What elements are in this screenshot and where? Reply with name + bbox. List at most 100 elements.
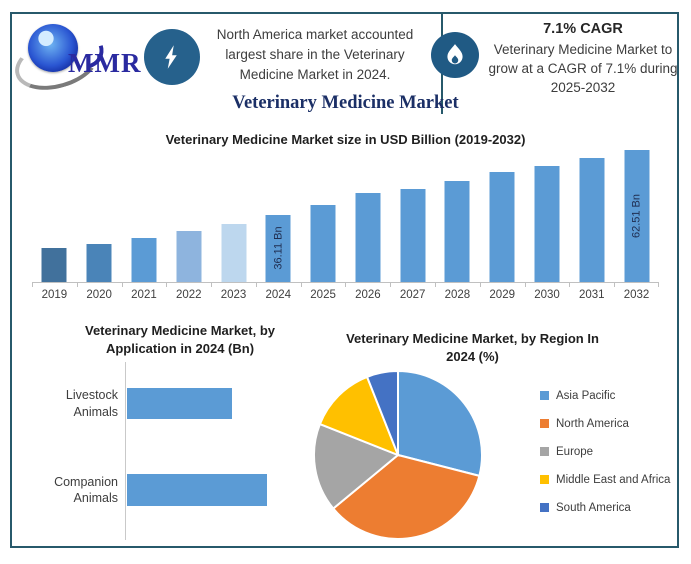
bar-chart-title: Veterinary Medicine Market size in USD B… — [165, 132, 526, 147]
legend-swatch-icon — [540, 447, 549, 456]
x-axis-label: 2029 — [489, 289, 515, 301]
x-axis-label: 2030 — [534, 289, 560, 301]
bar-slot-2028: 2028 — [435, 150, 480, 301]
axis-tick — [524, 283, 526, 287]
bar-slot-2025: 2025 — [300, 150, 346, 301]
x-axis-label: 2024 — [265, 289, 292, 301]
cagr-title: 7.1% CAGR — [543, 21, 623, 37]
hbar-category-label: Companion Animals — [54, 474, 118, 505]
legend-label: North America — [556, 417, 629, 430]
bar-2031 — [579, 158, 605, 282]
x-axis-label: 2019 — [41, 289, 68, 301]
bar-2027 — [400, 188, 426, 282]
legend-item: Europe — [540, 444, 670, 459]
bar-slot-2026: 2026 — [345, 150, 390, 301]
legend-item: South America — [540, 500, 670, 515]
axis-tick — [76, 283, 78, 287]
bar-2028 — [444, 180, 470, 282]
hbar-livestock-animals — [127, 388, 232, 419]
axis-tick — [300, 283, 302, 287]
hbar-row: Livestock Animals — [30, 388, 302, 419]
x-axis-label: 2031 — [578, 289, 605, 301]
bar-2023 — [221, 223, 247, 282]
bar-slot-2020: 2020 — [76, 150, 122, 301]
x-axis-label: 2020 — [86, 289, 112, 301]
x-axis-label: 2026 — [355, 289, 381, 301]
bar-2029 — [489, 172, 515, 282]
mmr-logo: MMR — [8, 22, 142, 99]
legend-swatch-icon — [540, 419, 549, 428]
x-axis-label: 2022 — [175, 289, 202, 301]
bar-2024: 36.11 Bn — [265, 214, 291, 282]
axis-tick — [121, 283, 123, 287]
pie-slice-north-america — [331, 453, 481, 540]
hbar-row: Companion Animals — [30, 474, 302, 506]
axis-tick — [569, 283, 571, 287]
x-axis-label: 2027 — [399, 289, 426, 301]
axis-tick — [211, 283, 213, 287]
bar-slot-2029: 2029 — [479, 150, 525, 301]
bar-slot-2030: 2030 — [524, 150, 570, 301]
x-axis-label: 2021 — [131, 289, 157, 301]
axis-tick — [614, 283, 616, 287]
legend-label: Asia Pacific — [556, 389, 616, 402]
bar-slot-2022: 2022 — [166, 150, 211, 301]
hbar-companion-animals — [127, 474, 267, 506]
header-highlight-note: North America market accounted largest s… — [216, 27, 414, 82]
legend-label: South America — [556, 501, 631, 514]
globe-icon — [28, 24, 78, 72]
bar-2020 — [86, 243, 112, 282]
legend-item: Middle East and Africa — [540, 472, 670, 487]
cagr-note: Veterinary Medicine Market to grow at a … — [488, 42, 678, 96]
bar-2019 — [41, 248, 67, 282]
legend-label: Middle East and Africa — [556, 473, 671, 486]
legend-swatch-icon — [540, 503, 549, 512]
region-pie-chart — [312, 369, 484, 541]
axis-tick — [255, 283, 257, 287]
bar-value-label: 36.11 Bn — [272, 226, 285, 270]
bar-slot-2024: 36.11 Bn 2024 — [255, 150, 301, 301]
pie-slice-europe — [313, 422, 400, 510]
bar-chart-x-axis — [32, 282, 659, 283]
hbar-category-label: Livestock Animals — [65, 388, 118, 419]
bar-slot-2019: 2019 — [32, 150, 77, 301]
application-chart-plot: Livestock Animals Companion Animals — [30, 362, 302, 540]
axis-tick — [657, 283, 659, 287]
logo-text: MMR — [68, 48, 142, 78]
pie-slice-south-america — [365, 369, 399, 456]
pie-slice-asia-pacific — [397, 369, 483, 478]
legend-item: Asia Pacific — [540, 388, 670, 403]
bar-slot-2021: 2021 — [121, 150, 167, 301]
bar-2025 — [310, 204, 336, 282]
flame-icon — [431, 32, 479, 78]
bar-2032: 62.51 Bn — [624, 150, 650, 282]
x-axis-label: 2028 — [444, 289, 471, 301]
bar-2021 — [131, 237, 157, 282]
legend-swatch-icon — [540, 475, 549, 484]
axis-tick — [390, 283, 392, 287]
x-axis-label: 2032 — [623, 289, 650, 301]
lightning-icon — [144, 29, 200, 85]
bar-chart-plot: 2019 2020 2021 2022 2023 36.11 Bn 2024 2025 2026… — [32, 150, 659, 301]
axis-tick — [479, 283, 481, 287]
legend-item: North America — [540, 416, 670, 431]
application-chart-axis — [125, 362, 126, 540]
application-chart-title: Veterinary Medicine Market, by Applicati… — [84, 323, 276, 356]
bar-slot-2031: 2031 — [569, 150, 614, 301]
bar-slot-2027: 2027 — [390, 150, 435, 301]
legend-swatch-icon — [540, 391, 549, 400]
bar-2022 — [176, 230, 202, 282]
bar-slot-2023: 2023 — [211, 150, 256, 301]
cagr-callout: 7.1% CAGR Veterinary Medicine Market to … — [484, 21, 682, 97]
region-pie-legend: Asia Pacific North America Europe Middle Ea… — [540, 388, 670, 515]
axis-tick — [166, 283, 168, 287]
legend-label: Europe — [556, 445, 594, 458]
outer-frame — [10, 12, 679, 548]
region-chart-title: Veterinary Medicine Market, by Region In… — [346, 331, 599, 364]
axis-tick — [32, 283, 33, 287]
bar-2026 — [355, 193, 381, 282]
bar-2030 — [534, 166, 560, 282]
axis-tick — [435, 283, 437, 287]
bar-slot-2032: 62.51 Bn 2032 — [614, 150, 659, 301]
